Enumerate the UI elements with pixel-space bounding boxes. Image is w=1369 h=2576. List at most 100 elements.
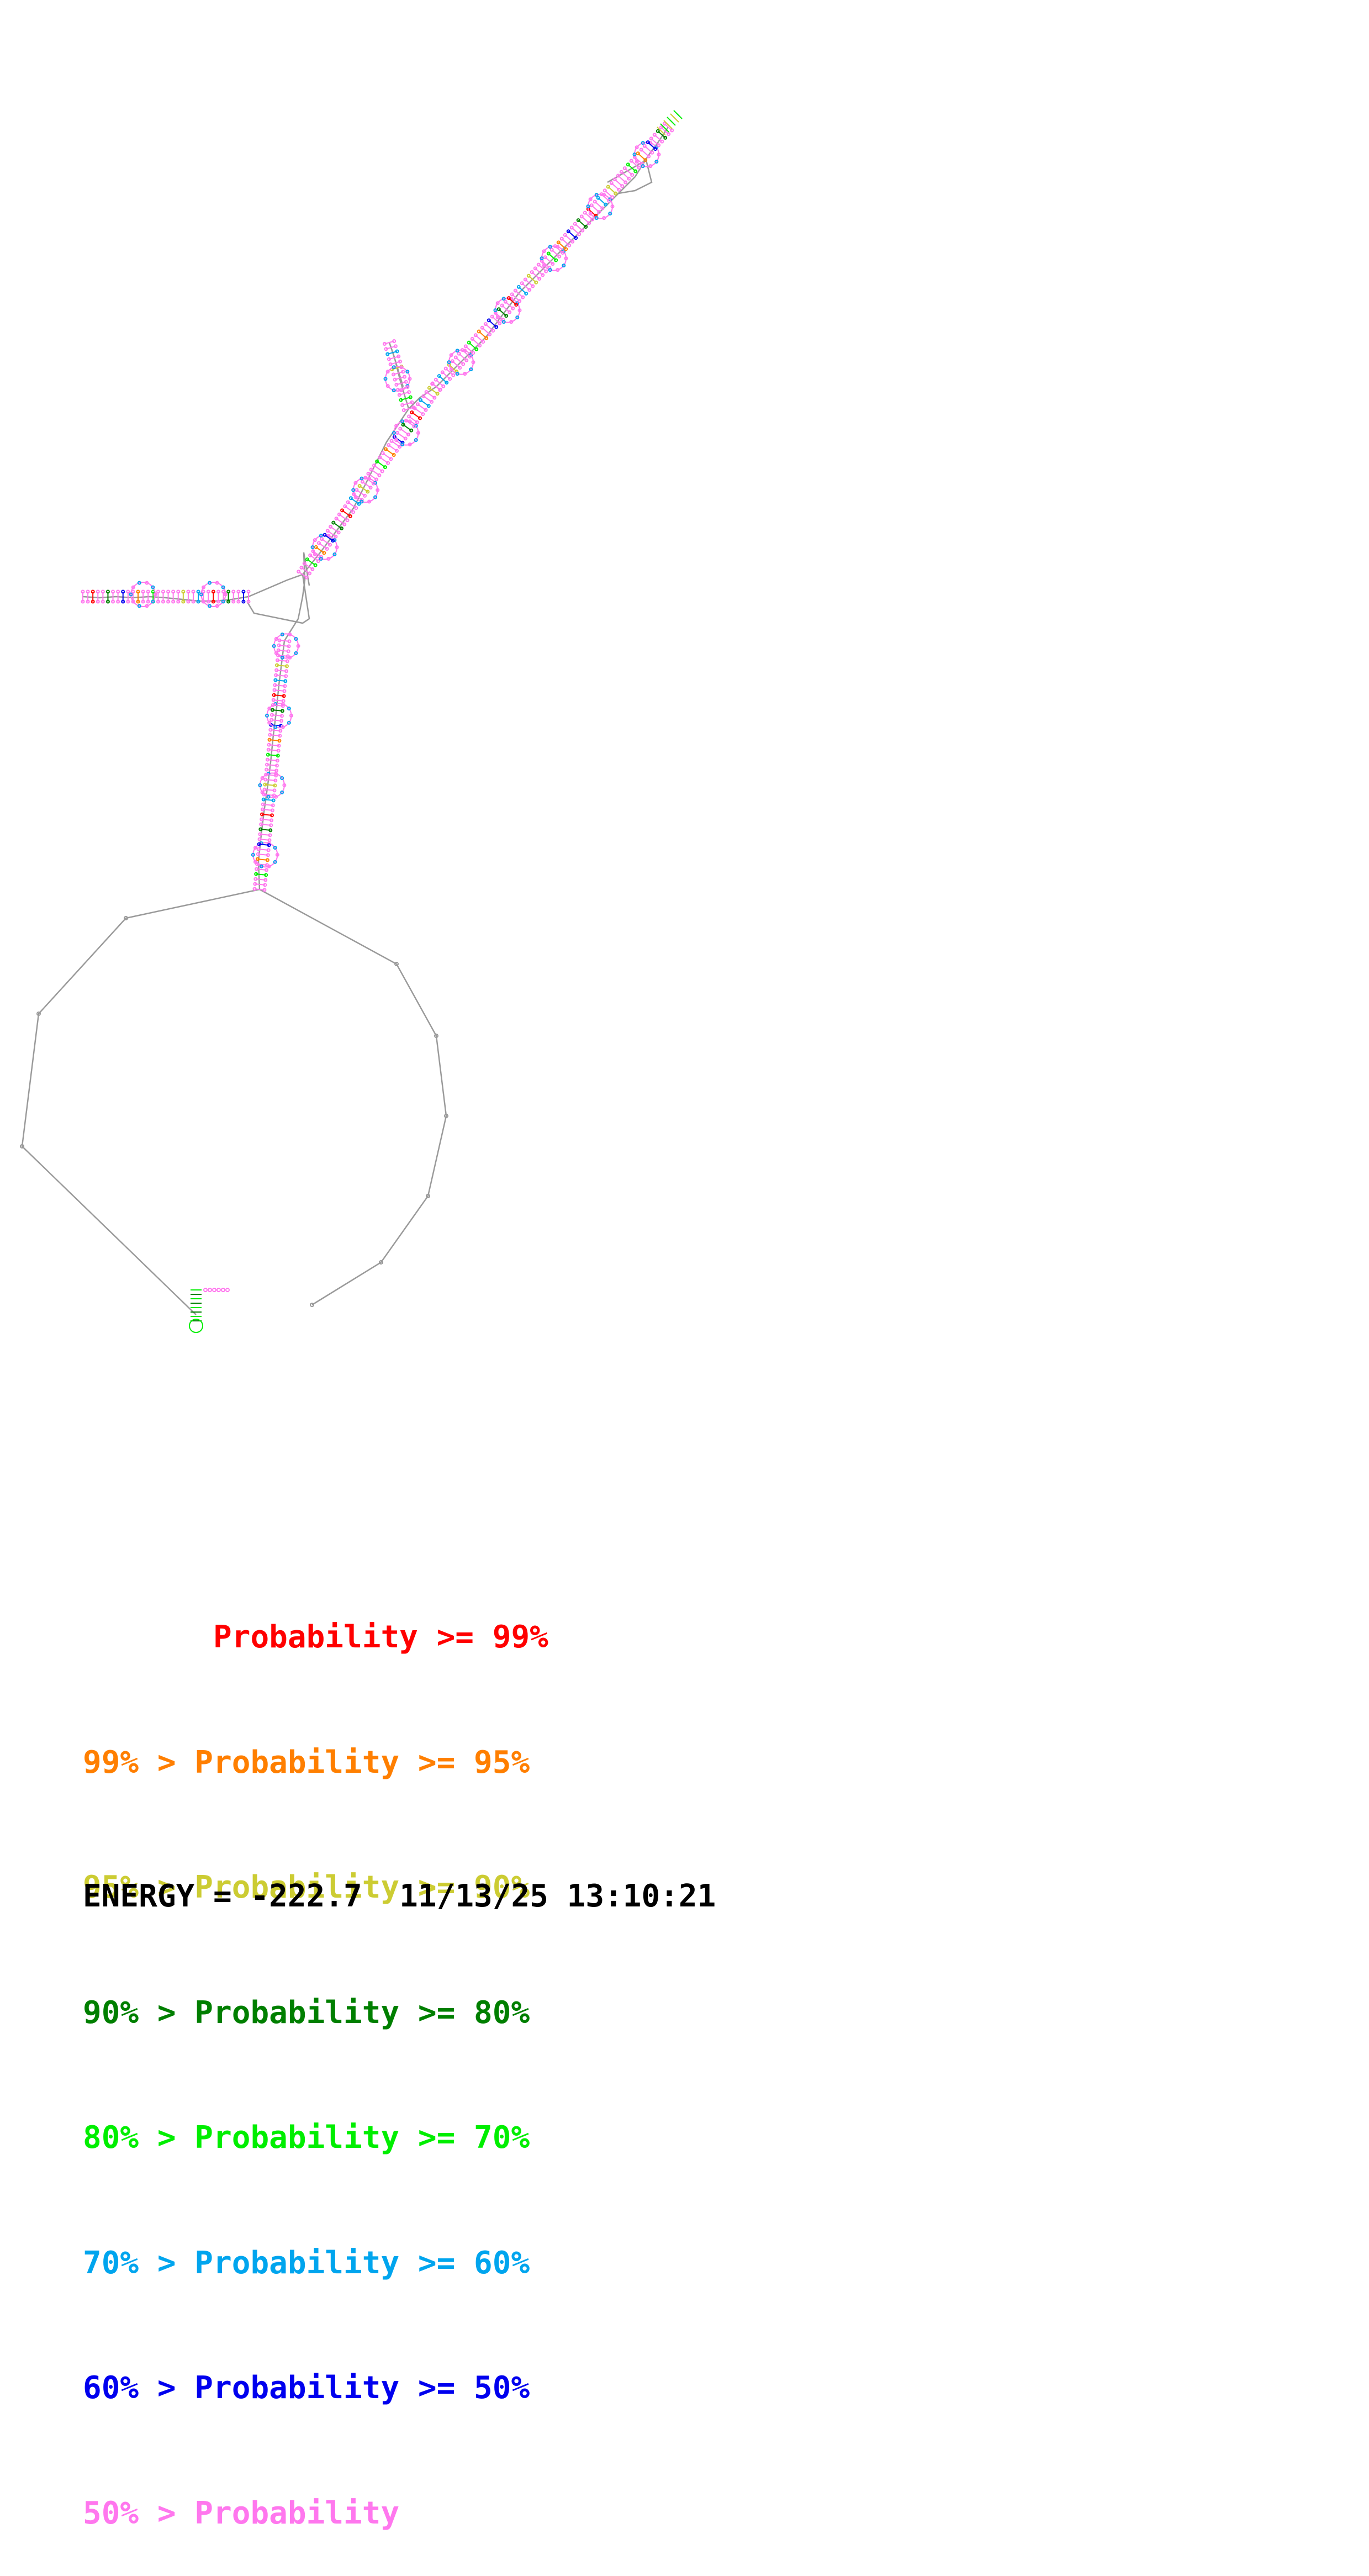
nucleotide xyxy=(208,604,212,608)
nucleotide xyxy=(410,410,414,415)
nucleotide xyxy=(395,430,400,435)
nucleotide xyxy=(430,381,435,386)
nucleotide xyxy=(236,599,241,604)
nucleotide xyxy=(434,1034,438,1038)
nucleotide xyxy=(554,258,558,262)
nucleotide xyxy=(398,359,402,364)
nucleotide xyxy=(258,832,262,836)
nucleotide xyxy=(388,362,393,366)
nucleotide xyxy=(263,782,267,787)
nucleotide xyxy=(379,1260,383,1265)
large-loop-backbone xyxy=(21,888,260,1315)
nucleotide xyxy=(265,713,269,718)
nucleotide xyxy=(325,546,329,551)
nucleotide xyxy=(211,589,215,594)
nucleotide xyxy=(424,390,429,394)
nucleotide xyxy=(569,225,574,230)
nucleotide xyxy=(294,636,298,641)
nucleotide xyxy=(81,589,85,594)
nucleotide xyxy=(536,262,541,267)
nucleotide xyxy=(471,360,475,365)
nucleotide xyxy=(660,139,664,144)
nucleotide xyxy=(657,143,661,147)
nucleotide xyxy=(389,457,393,461)
nucleotide xyxy=(394,438,399,442)
nucleotide xyxy=(619,170,623,174)
nucleotide xyxy=(126,599,130,604)
nucleotide xyxy=(515,315,520,320)
nucleotide xyxy=(647,154,651,159)
nucleotide xyxy=(594,193,599,197)
nucleotide xyxy=(202,585,206,589)
nucleotide xyxy=(215,604,219,608)
nucleotide xyxy=(253,860,257,864)
nucleotide xyxy=(334,534,338,539)
nucleotide xyxy=(288,632,292,636)
nucleotide xyxy=(548,268,552,272)
nucleotide xyxy=(404,380,408,384)
nucleotide xyxy=(409,428,414,433)
nucleotide xyxy=(335,545,339,550)
nucleotide xyxy=(610,195,615,199)
nucleotide xyxy=(384,347,388,351)
nucleotide xyxy=(101,599,105,604)
legend-prefix xyxy=(83,1619,213,1655)
nucleotide xyxy=(398,445,402,449)
nucleotide xyxy=(274,773,278,778)
nucleotide xyxy=(604,202,608,207)
nucleotide xyxy=(273,725,278,729)
nucleotide xyxy=(556,240,561,245)
nucleotide xyxy=(348,514,352,518)
legend-prefix: 80% > xyxy=(83,2120,195,2156)
nucleotide xyxy=(137,581,141,585)
nucleotide xyxy=(313,552,317,557)
nucleotide xyxy=(253,845,257,850)
nucleotide xyxy=(181,599,186,604)
nucleotide xyxy=(667,132,671,136)
nucleotide xyxy=(231,599,236,604)
nucleotide xyxy=(111,589,115,594)
nucleotide xyxy=(394,382,399,387)
nucleotide xyxy=(614,191,618,196)
nucleotide xyxy=(620,184,625,188)
nucleotide xyxy=(366,471,371,476)
nucleotide xyxy=(251,852,255,857)
nucleotide xyxy=(373,481,378,485)
nucleotide xyxy=(310,545,315,550)
nucleotide xyxy=(201,599,205,604)
nucleotide xyxy=(267,838,272,842)
nucleotide xyxy=(81,599,85,604)
nucleotide xyxy=(284,664,289,668)
nucleotide xyxy=(626,162,630,167)
nucleotide xyxy=(345,518,350,523)
nucleotide xyxy=(273,845,277,850)
nucleotide xyxy=(91,599,95,604)
nucleotide xyxy=(260,790,265,794)
legend-text: Probability >= 80% xyxy=(194,1994,530,2031)
legend-entry: 60% > Probability >= 50% xyxy=(83,2367,548,2409)
nucleotide xyxy=(564,247,568,251)
nucleotide xyxy=(457,351,461,356)
nucleotide xyxy=(411,405,416,409)
nucleotide xyxy=(392,365,396,370)
internal-loop xyxy=(130,582,156,607)
nucleotide xyxy=(357,502,361,506)
nucleotide xyxy=(415,420,419,424)
nucleotide xyxy=(378,455,382,460)
nucleotide xyxy=(36,1012,41,1016)
nucleotide xyxy=(670,128,674,133)
nucleotide xyxy=(561,251,565,255)
nucleotide xyxy=(271,703,275,707)
nucleotide xyxy=(392,431,396,435)
time-stamp: 13:10:21 xyxy=(567,1878,716,1914)
nucleotide xyxy=(526,273,531,278)
nucleotide xyxy=(331,520,336,525)
nucleotide xyxy=(460,348,464,352)
nucleotide xyxy=(310,1303,314,1307)
nucleotide xyxy=(305,557,309,562)
nucleotide xyxy=(267,843,271,847)
nucleotide xyxy=(494,325,499,329)
nucleotide xyxy=(221,585,225,589)
nucleotide xyxy=(294,651,298,655)
nucleotide xyxy=(137,604,141,608)
